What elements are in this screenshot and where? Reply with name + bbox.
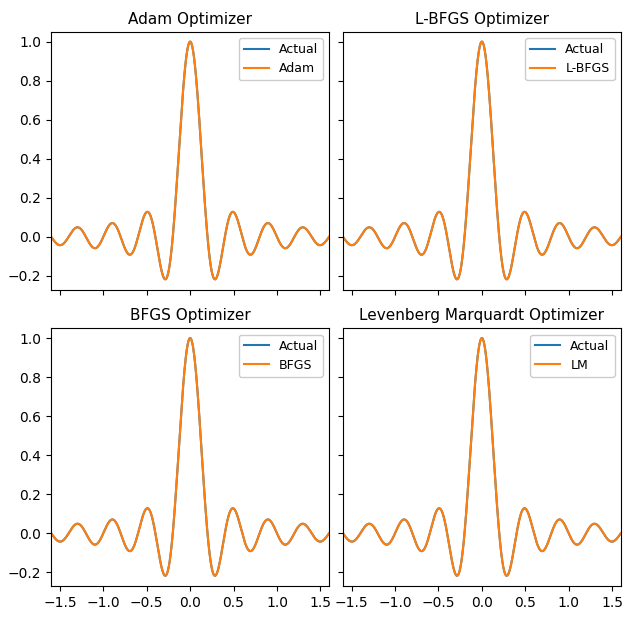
LM <box>353 534 361 542</box>
Actual <box>609 538 617 545</box>
Adam <box>175 144 183 152</box>
Legend: Actual, BFGS: Actual, BFGS <box>239 334 323 376</box>
BFGS <box>317 538 325 545</box>
L-BFGS <box>353 238 361 245</box>
Actual <box>182 52 190 60</box>
L-BFGS <box>558 220 566 228</box>
Adam <box>317 241 325 249</box>
Actual <box>161 275 169 283</box>
Actual <box>353 238 361 245</box>
Line: L-BFGS: L-BFGS <box>343 41 621 279</box>
Actual <box>617 529 625 537</box>
Adam <box>182 52 190 60</box>
Actual <box>47 529 55 537</box>
BFGS <box>175 441 183 448</box>
Actual <box>161 572 169 580</box>
BFGS <box>61 534 69 542</box>
Actual <box>61 238 69 245</box>
Adam <box>266 220 274 228</box>
Line: BFGS: BFGS <box>51 338 329 576</box>
Actual <box>467 441 475 448</box>
LM <box>558 517 566 524</box>
BFGS <box>317 538 325 545</box>
L-BFGS <box>609 241 617 249</box>
L-BFGS <box>467 144 475 152</box>
Line: LM: LM <box>343 338 621 576</box>
Title: Levenberg Marquardt Optimizer: Levenberg Marquardt Optimizer <box>360 308 604 323</box>
LM <box>478 334 486 342</box>
Actual <box>317 241 325 249</box>
Legend: Actual, L-BFGS: Actual, L-BFGS <box>525 38 614 80</box>
L-BFGS <box>617 233 625 241</box>
L-BFGS <box>453 275 461 283</box>
LM <box>467 441 475 448</box>
Actual <box>317 538 325 545</box>
Actual <box>325 529 333 537</box>
L-BFGS <box>478 38 486 45</box>
Line: Actual: Actual <box>343 338 621 576</box>
LM <box>453 572 461 580</box>
BFGS <box>325 529 333 537</box>
BFGS <box>182 348 190 356</box>
Legend: Actual, Adam: Actual, Adam <box>239 38 323 80</box>
LM <box>617 529 625 537</box>
Actual <box>47 233 55 241</box>
BFGS <box>266 517 274 524</box>
Line: Actual: Actual <box>343 41 621 279</box>
Adam <box>161 275 169 283</box>
Actual <box>317 538 325 545</box>
LM <box>474 348 482 356</box>
Legend: Actual, LM: Actual, LM <box>531 334 614 376</box>
Actual <box>558 517 566 524</box>
L-BFGS <box>339 233 347 241</box>
Actual <box>61 534 69 542</box>
Actual <box>175 144 183 152</box>
LM <box>339 529 347 537</box>
Actual <box>186 334 194 342</box>
Title: Adam Optimizer: Adam Optimizer <box>128 11 252 27</box>
Actual <box>617 233 625 241</box>
L-BFGS <box>474 52 482 60</box>
Title: BFGS Optimizer: BFGS Optimizer <box>130 308 250 323</box>
Line: Adam: Adam <box>51 41 329 279</box>
L-BFGS <box>609 241 617 249</box>
Actual <box>609 241 617 249</box>
BFGS <box>186 334 194 342</box>
Actual <box>325 233 333 241</box>
Adam <box>47 233 55 241</box>
LM <box>609 538 617 545</box>
Actual <box>453 275 461 283</box>
BFGS <box>161 572 169 580</box>
Actual <box>467 144 475 152</box>
Actual <box>474 52 482 60</box>
Adam <box>325 233 333 241</box>
Actual <box>474 348 482 356</box>
Actual <box>609 538 617 545</box>
Actual <box>317 241 325 249</box>
Adam <box>317 241 325 249</box>
Line: Actual: Actual <box>51 338 329 576</box>
Actual <box>353 534 361 542</box>
Actual <box>478 334 486 342</box>
Actual <box>453 572 461 580</box>
Actual <box>478 38 486 45</box>
Actual <box>186 38 194 45</box>
Actual <box>266 220 274 228</box>
Actual <box>558 220 566 228</box>
Title: L-BFGS Optimizer: L-BFGS Optimizer <box>415 11 549 27</box>
Adam <box>186 38 194 45</box>
Actual <box>339 233 347 241</box>
Actual <box>175 441 183 448</box>
Line: Actual: Actual <box>51 41 329 279</box>
Actual <box>182 348 190 356</box>
LM <box>609 538 617 545</box>
Actual <box>609 241 617 249</box>
Actual <box>339 529 347 537</box>
Actual <box>266 517 274 524</box>
Adam <box>61 238 69 245</box>
BFGS <box>47 529 55 537</box>
